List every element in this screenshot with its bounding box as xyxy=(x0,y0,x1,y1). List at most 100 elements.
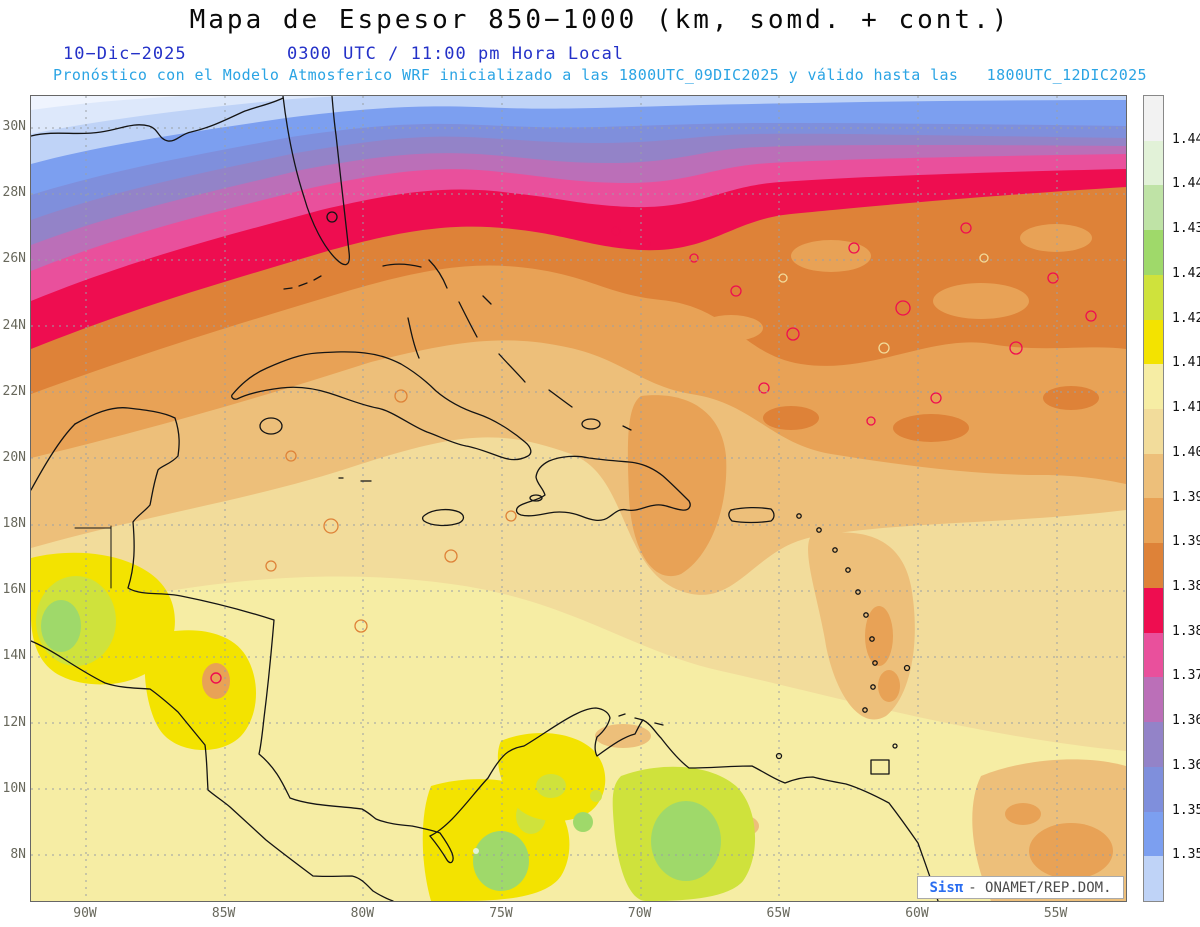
colorbar-segment xyxy=(1144,856,1163,901)
ring-wheat xyxy=(878,342,890,354)
patch-dark-orange xyxy=(763,406,819,430)
forecast-model-label: Pronóstico con el Modelo Atmosferico WRF… xyxy=(53,66,1147,84)
ring-crimson xyxy=(758,382,770,394)
graticule xyxy=(31,96,1126,901)
colorbar-label: 1.392 xyxy=(1172,534,1200,550)
pacific-coastline xyxy=(31,640,394,901)
colorbar-segment xyxy=(1144,587,1163,633)
lon-tick-label: 55W xyxy=(1043,906,1068,921)
colorbar-segment xyxy=(1144,230,1163,275)
patch-tan xyxy=(595,724,651,748)
colorbar-segment xyxy=(1144,364,1163,410)
cayman-islands xyxy=(338,477,372,482)
lat-tick-label: 20N xyxy=(2,449,26,465)
lake-okeechobee xyxy=(326,211,338,223)
patch-white-green xyxy=(473,848,479,854)
weather-map xyxy=(30,95,1127,902)
patch-yellow-green xyxy=(536,774,566,798)
colorbar-segment xyxy=(1144,319,1163,365)
lat-tick-label: 8N xyxy=(10,846,26,862)
lesser-antilles-islands xyxy=(618,513,911,775)
colorbar-segment xyxy=(1144,96,1163,141)
colorbar-segment xyxy=(1144,677,1163,723)
attribution-org: - ONAMET/REP.DOM. xyxy=(968,879,1112,896)
colorbar-label: 1.374 xyxy=(1172,668,1200,684)
ring-tan xyxy=(285,450,297,462)
ring-crimson xyxy=(1009,341,1023,355)
ring-tan xyxy=(265,560,277,572)
patch-orange xyxy=(699,315,763,341)
colorbar-label: 1.404 xyxy=(1172,444,1200,460)
lon-tick-label: 85W xyxy=(211,906,236,921)
ring-crimson xyxy=(641,239,651,249)
ring-tan xyxy=(505,510,517,522)
tobago-island xyxy=(892,743,898,749)
lat-tick-label: 24N xyxy=(2,317,26,333)
florida-keys-coastline xyxy=(283,275,322,290)
patch-green xyxy=(573,812,593,832)
barbados-island xyxy=(903,664,911,672)
lat-tick-label: 10N xyxy=(2,780,26,796)
trinidad-island xyxy=(870,759,890,775)
florida-coastline xyxy=(282,96,350,266)
patch-green xyxy=(651,801,721,881)
gonave-island xyxy=(529,494,543,502)
contour-rings xyxy=(265,222,1097,633)
date-label: 10−Dic−2025 xyxy=(63,44,187,64)
ring-crimson xyxy=(1085,310,1097,322)
map-svg xyxy=(31,96,1126,901)
ring-crimson xyxy=(960,222,972,234)
patch-dark-orange xyxy=(1043,386,1099,410)
colorbar-label: 1.44 xyxy=(1172,176,1200,192)
colorbar-segment xyxy=(1144,632,1163,678)
colorbar-label: 1.386 xyxy=(1172,578,1200,594)
lon-tick-label: 80W xyxy=(350,906,375,921)
ring-crimson xyxy=(895,300,911,316)
isle-of-youth xyxy=(259,417,283,435)
bahamas-coastline xyxy=(382,259,632,431)
ring-tan xyxy=(444,549,458,563)
page-title: Mapa de Espesor 850−1000 (km, somd. + co… xyxy=(189,5,1011,35)
band-pale-yellow xyxy=(31,576,1126,901)
lat-tick-label: 12N xyxy=(2,714,26,730)
ring-crimson xyxy=(689,253,699,263)
yucatan-central-america-coastline xyxy=(74,407,454,864)
colorbar-label: 1.434 xyxy=(1172,221,1200,237)
colorbar-label: 1.362 xyxy=(1172,757,1200,773)
band-blue xyxy=(31,96,1126,195)
ring-tan xyxy=(394,389,408,403)
ring-crimson xyxy=(930,392,942,404)
colorbar-segment xyxy=(1144,140,1163,186)
colorbar-segment xyxy=(1144,274,1163,320)
band-light-blue xyxy=(31,96,1126,164)
gulf-coastline xyxy=(31,97,284,142)
patch-yellow-green xyxy=(590,790,602,802)
coastlines xyxy=(31,96,939,901)
lat-tick-label: 30N xyxy=(2,119,26,134)
colorbar-segment xyxy=(1144,409,1163,454)
colorbar-segment xyxy=(1144,766,1163,812)
lon-tick-label: 90W xyxy=(73,906,97,921)
grid-lat-lines xyxy=(31,127,1126,856)
colorbar xyxy=(1143,95,1164,902)
lat-tick-label: 28N xyxy=(2,185,26,201)
patch-orange xyxy=(202,663,230,699)
campeche-coastline xyxy=(31,423,76,491)
lon-tick-label: 60W xyxy=(905,906,929,921)
colombia-venezuela-coastline xyxy=(429,707,939,901)
ring-crimson xyxy=(210,672,222,684)
ring-tan xyxy=(354,619,368,633)
patch-orange xyxy=(865,606,893,666)
colorbar-segment xyxy=(1144,185,1163,231)
ring-crimson xyxy=(866,416,876,426)
jamaica-coastline xyxy=(421,508,465,527)
colorbar-label: 1.422 xyxy=(1172,310,1200,326)
patch-green xyxy=(473,831,529,891)
ring-wheat xyxy=(979,253,989,263)
patch-orange xyxy=(933,283,1029,319)
colorbar-label: 1.38 xyxy=(1172,623,1200,639)
ring-crimson xyxy=(786,327,800,341)
ring-crimson xyxy=(848,242,860,254)
ring-tan xyxy=(323,518,339,534)
